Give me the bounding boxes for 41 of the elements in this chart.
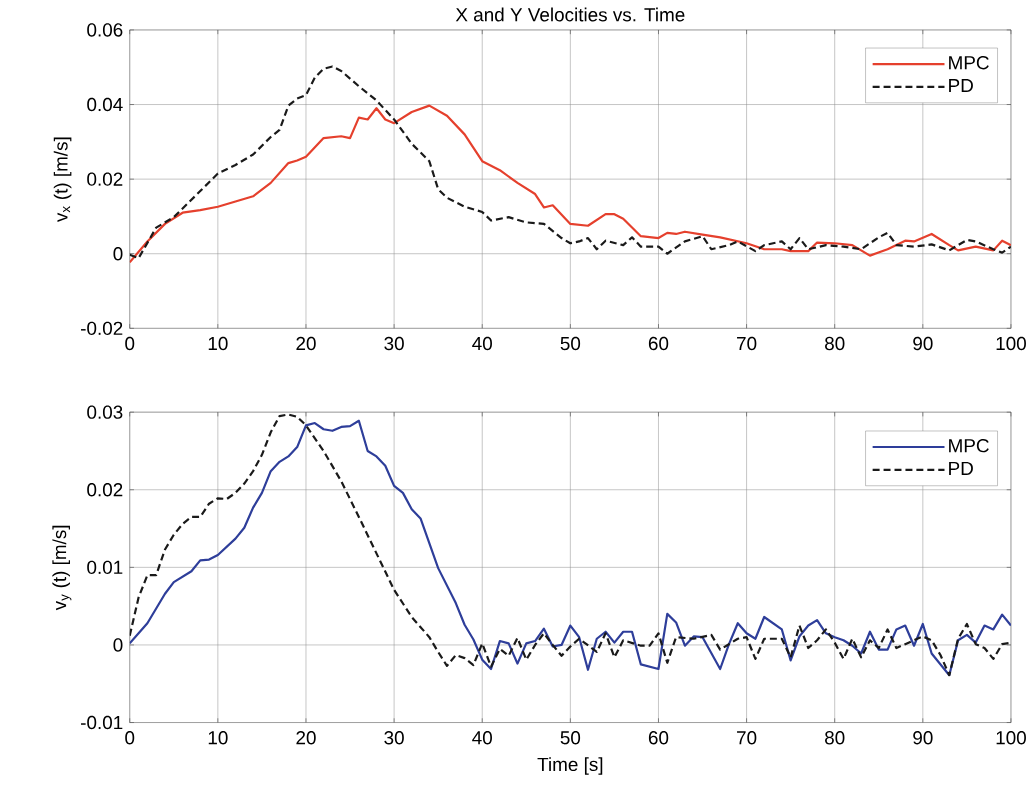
x-tick-label: 60 <box>648 336 669 351</box>
x-tick-label: 30 <box>384 336 404 351</box>
x-tick-label: 70 <box>737 336 757 351</box>
x-tick-label: 100 <box>996 730 1026 745</box>
y-tick-label: 0.06 <box>87 23 123 37</box>
x-tick-label: 30 <box>384 730 404 745</box>
x-tick-label: 90 <box>913 336 933 351</box>
x-tick-label: 20 <box>296 730 316 745</box>
y-tick-label: 0.02 <box>87 482 123 497</box>
line-series <box>129 104 1011 264</box>
legend-label: PD <box>949 461 973 475</box>
y-axis-title: v$_{x}$ (t) [m/s] <box>53 137 72 222</box>
x-tick-label: 80 <box>825 336 845 351</box>
x-tick-label: 10 <box>208 730 228 745</box>
y-tick-label: 0.04 <box>87 97 123 112</box>
legend-label: MPC <box>949 438 989 453</box>
x-tick-label: 10 <box>208 336 228 351</box>
x-tick-label: 40 <box>472 730 492 745</box>
x-tick-label: 60 <box>648 730 669 745</box>
chart-title: X and Y Velocities vs. Time <box>455 7 685 22</box>
y-tick-label: -0.02 <box>81 321 123 335</box>
y-tick-label: 0 <box>113 638 123 652</box>
legend-label: MPC <box>949 55 989 70</box>
legend-label: PD <box>949 78 973 92</box>
x-tick-label: 100 <box>996 336 1026 351</box>
y-axis-title: v$_{y}$ (t) [m/s] <box>52 525 72 611</box>
y-tick-label: 0 <box>113 246 123 261</box>
y-tick-label: 0.01 <box>87 560 123 574</box>
x-tick-label: 20 <box>296 336 316 351</box>
x-tick-label: 90 <box>913 730 933 745</box>
x-tick-label: 40 <box>472 336 492 351</box>
x-axis-title: Time [s] <box>537 757 603 775</box>
y-tick-label: 0.02 <box>87 172 123 186</box>
x-tick-label: 50 <box>560 336 581 351</box>
x-tick-label: 50 <box>560 730 581 745</box>
x-tick-label: 70 <box>737 730 757 745</box>
x-tick-label: 0 <box>125 730 135 745</box>
x-tick-label: 80 <box>825 730 845 745</box>
y-tick-label: 0.03 <box>87 405 123 419</box>
y-tick-label: -0.01 <box>81 715 123 730</box>
x-tick-label: 0 <box>125 336 135 351</box>
